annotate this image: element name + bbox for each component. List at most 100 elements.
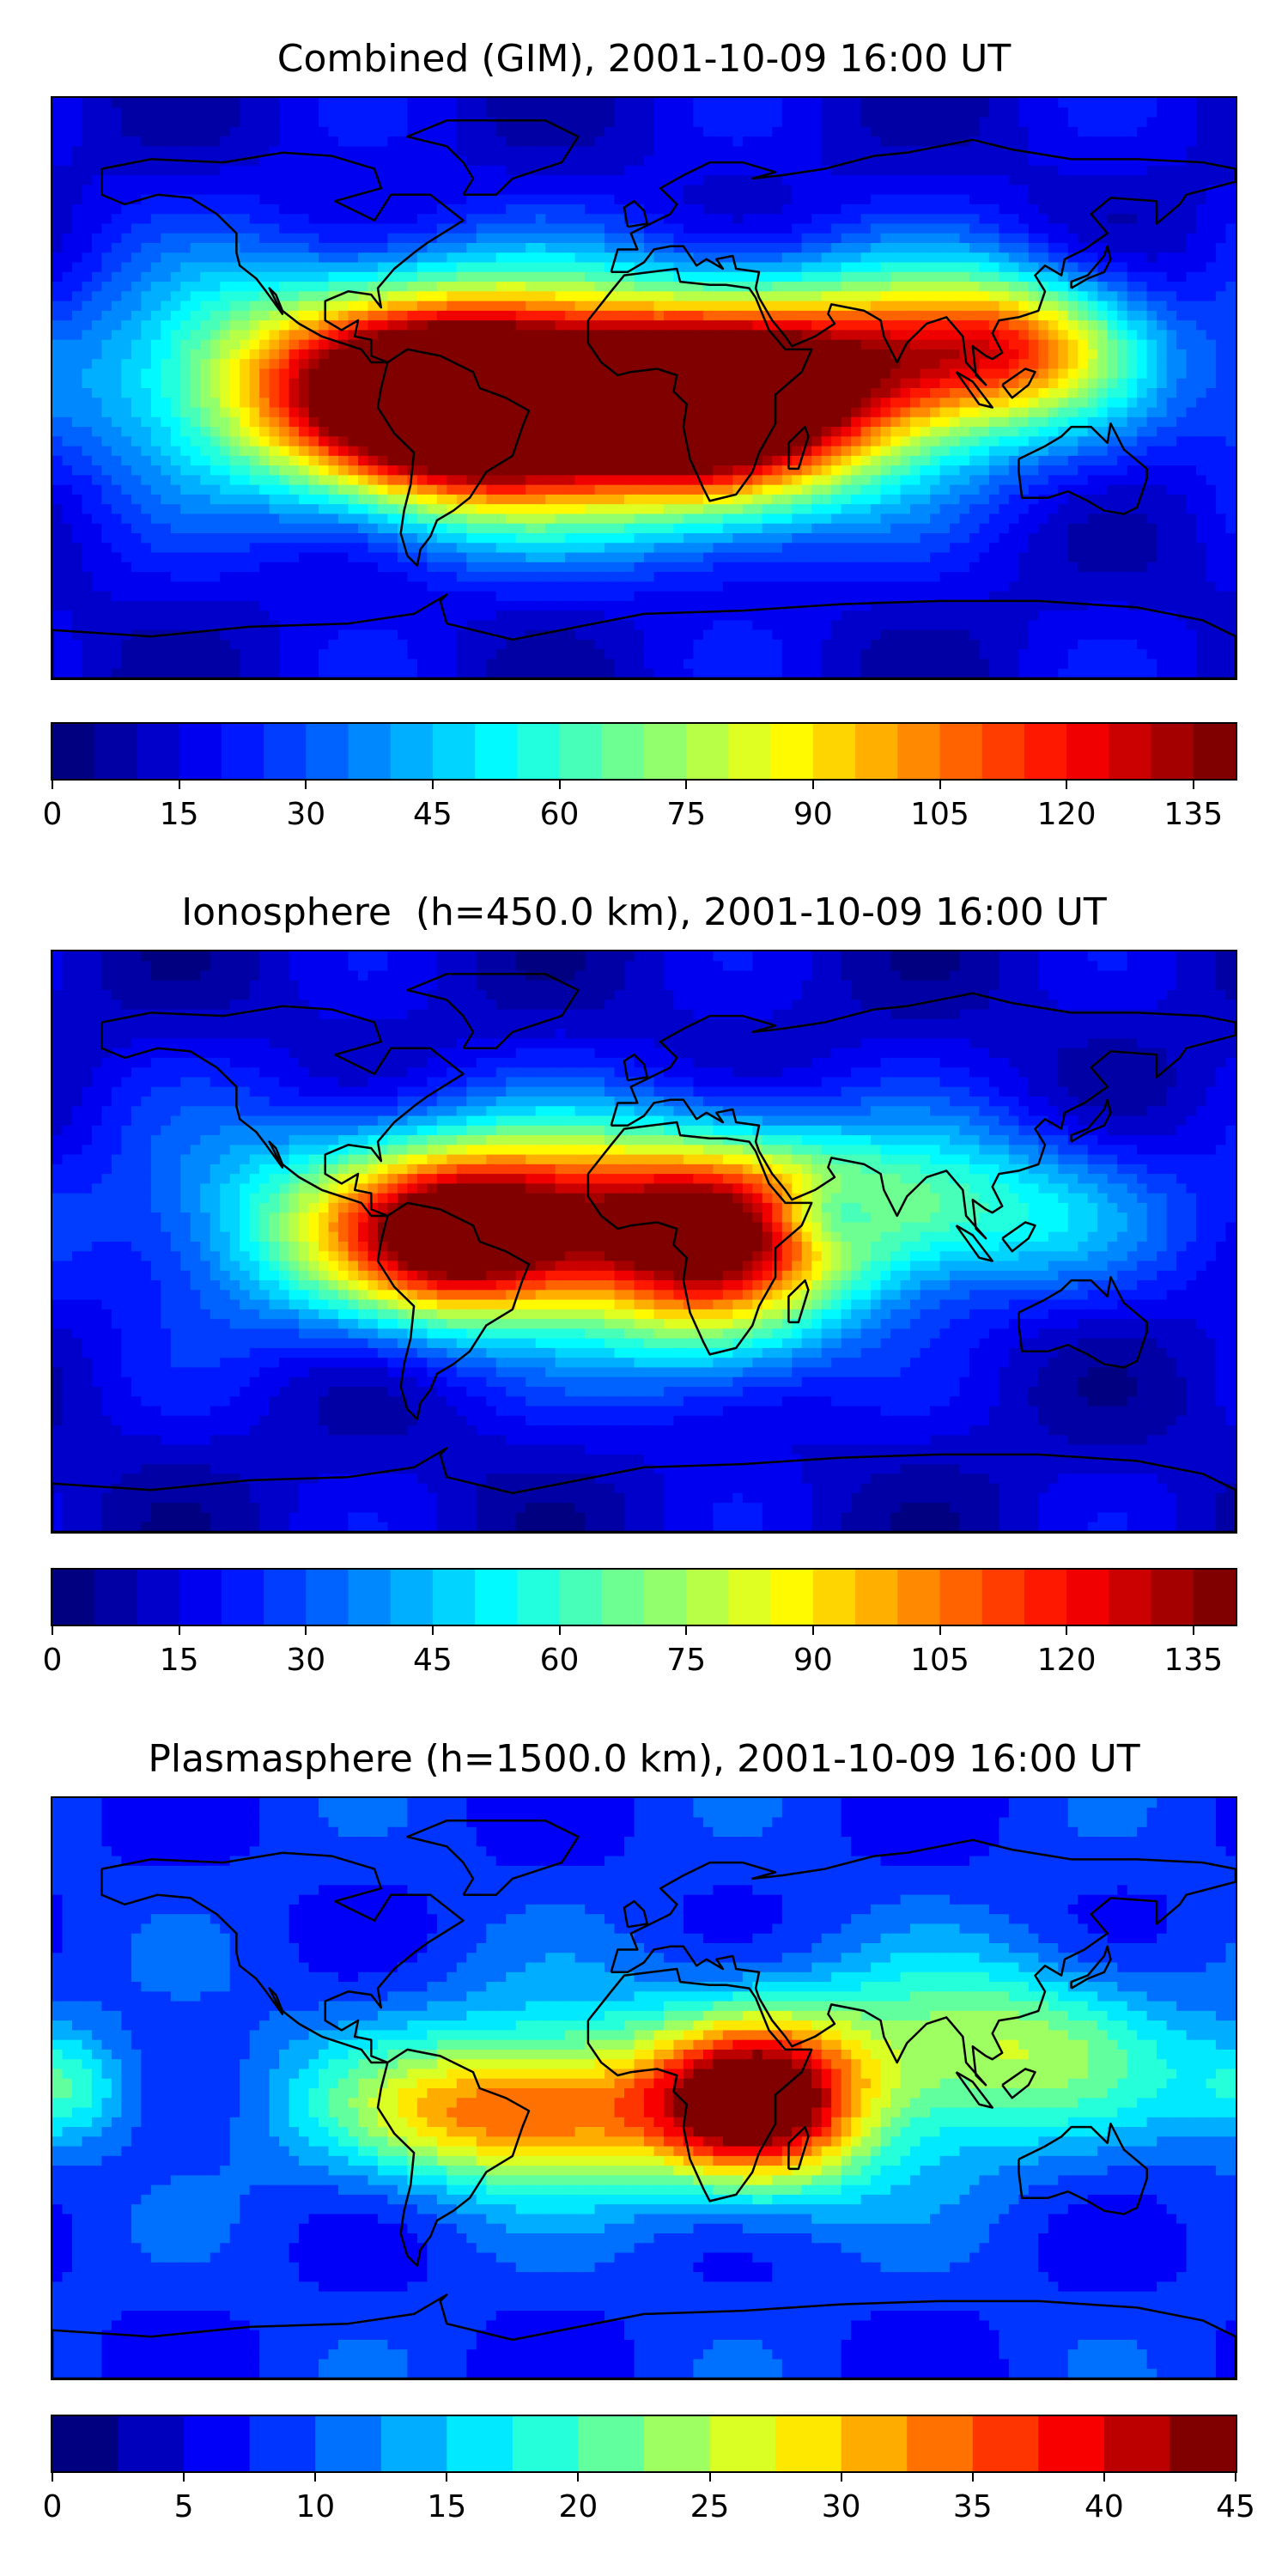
- heatmap-cell: [1018, 204, 1030, 215]
- heatmap-cell: [1186, 233, 1197, 244]
- heatmap-cell: [910, 378, 921, 389]
- heatmap-cell: [495, 204, 507, 215]
- heatmap-cell: [772, 427, 783, 437]
- heatmap-cell: [535, 494, 546, 505]
- heatmap-cell: [949, 398, 961, 409]
- heatmap-cell: [1206, 465, 1217, 476]
- heatmap-cell: [71, 320, 83, 331]
- heatmap-cell: [988, 146, 999, 157]
- heatmap-cell: [357, 465, 369, 476]
- heatmap-cell: [624, 137, 635, 147]
- heatmap-cell: [52, 359, 64, 370]
- heatmap-cell: [289, 368, 300, 380]
- heatmap-cell: [673, 320, 684, 331]
- heatmap-cell: [526, 301, 537, 312]
- heatmap-cell: [416, 165, 428, 176]
- heatmap-cell: [506, 427, 517, 437]
- heatmap-cell: [585, 455, 596, 466]
- heatmap-cell: [427, 194, 438, 205]
- heatmap-cell: [1117, 107, 1128, 118]
- heatmap-cell: [377, 243, 389, 253]
- heatmap-cell: [871, 233, 882, 244]
- heatmap-cell: [101, 137, 112, 147]
- heatmap-cell: [702, 407, 714, 418]
- heatmap-cell: [1176, 165, 1188, 176]
- heatmap-cell: [200, 388, 211, 398]
- heatmap-cell: [476, 494, 487, 505]
- heatmap-cell: [1176, 282, 1188, 292]
- heatmap-cell: [634, 271, 645, 283]
- heatmap-cell: [1186, 475, 1197, 486]
- heatmap-cell: [82, 271, 93, 283]
- heatmap-cell: [131, 214, 142, 225]
- heatmap-cell: [1028, 214, 1039, 225]
- heatmap-cell: [555, 204, 566, 215]
- heatmap-cell: [259, 436, 270, 447]
- heatmap-cell: [387, 301, 398, 312]
- heatmap-cell: [229, 320, 240, 331]
- heatmap-cell: [377, 233, 389, 244]
- heatmap-cell: [841, 330, 852, 341]
- heatmap-cell: [614, 378, 625, 389]
- heatmap-cell: [693, 359, 704, 370]
- heatmap-cell: [969, 126, 981, 137]
- heatmap-cell: [240, 243, 251, 253]
- heatmap-cell: [545, 368, 556, 380]
- heatmap-cell: [1137, 137, 1148, 147]
- heatmap-cell: [821, 349, 832, 360]
- heatmap-cell: [1176, 484, 1188, 495]
- heatmap-cell: [377, 368, 389, 380]
- heatmap-cell: [161, 339, 172, 350]
- heatmap-cell: [1117, 98, 1128, 108]
- heatmap-cell: [545, 223, 556, 234]
- heatmap-cell: [624, 155, 635, 167]
- heatmap-cell: [574, 446, 586, 457]
- heatmap-cell: [959, 214, 970, 225]
- heatmap-cell: [190, 416, 201, 428]
- heatmap-cell: [357, 427, 369, 437]
- heatmap-cell: [939, 330, 951, 341]
- heatmap-cell: [299, 291, 310, 302]
- heatmap-cell: [515, 214, 526, 225]
- heatmap-cell: [1157, 175, 1168, 185]
- heatmap-cell: [456, 301, 467, 312]
- heatmap-cell: [1028, 155, 1039, 167]
- heatmap-cell: [1038, 252, 1049, 264]
- heatmap-cell: [229, 465, 240, 476]
- heatmap-cell: [476, 282, 487, 292]
- heatmap-cell: [1225, 98, 1236, 108]
- heatmap-cell: [368, 446, 379, 457]
- heatmap-cell: [535, 475, 546, 486]
- heatmap-cell: [1196, 378, 1207, 389]
- heatmap-cell: [377, 465, 389, 476]
- heatmap-cell: [210, 407, 221, 418]
- heatmap-cell: [269, 446, 280, 457]
- heatmap-cell: [466, 465, 477, 476]
- heatmap-cell: [1225, 282, 1236, 292]
- heatmap-cell: [1018, 359, 1030, 370]
- heatmap-cell: [614, 349, 625, 360]
- heatmap-cell: [860, 291, 872, 302]
- heatmap-cell: [752, 98, 763, 108]
- heatmap-cell: [781, 214, 793, 225]
- heatmap-cell: [1216, 233, 1227, 244]
- heatmap-cell: [308, 262, 319, 273]
- heatmap-cell: [299, 155, 310, 167]
- heatmap-cell: [811, 416, 823, 428]
- heatmap-cell: [545, 330, 556, 341]
- heatmap-cell: [614, 446, 625, 457]
- heatmap-cell: [535, 185, 546, 196]
- heatmap-cell: [1107, 204, 1118, 215]
- heatmap-cell: [634, 252, 645, 264]
- heatmap-cell: [1137, 330, 1148, 341]
- heatmap-cell: [526, 446, 537, 457]
- heatmap-cell: [1157, 407, 1168, 418]
- heatmap-cell: [614, 436, 625, 447]
- heatmap-cell: [456, 407, 467, 418]
- heatmap-cell: [653, 446, 665, 457]
- heatmap-cell: [890, 407, 902, 418]
- heatmap-cell: [1157, 204, 1168, 215]
- heatmap-cell: [1097, 330, 1109, 341]
- heatmap-cell: [605, 107, 616, 118]
- heatmap-cell: [702, 194, 714, 205]
